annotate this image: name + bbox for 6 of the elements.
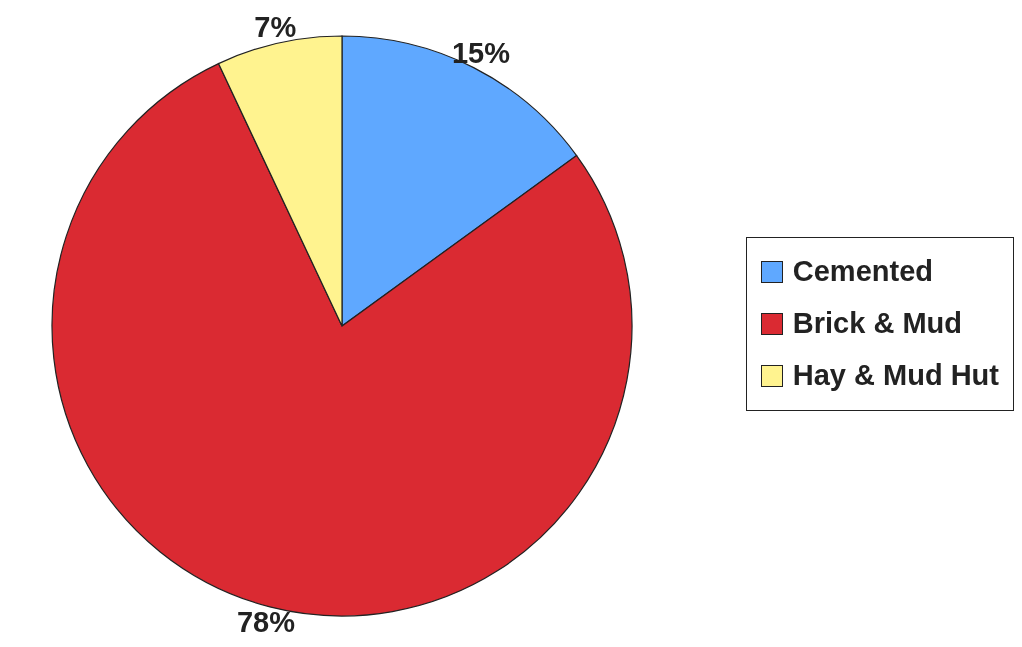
data-label: 78% xyxy=(236,606,296,639)
legend-label: Cemented xyxy=(792,255,933,288)
legend-label: Hay & Mud Hut xyxy=(792,359,999,392)
legend-label: Brick & Mud xyxy=(792,307,962,340)
data-label: 15% xyxy=(451,37,511,70)
data-label: 7% xyxy=(254,11,297,44)
